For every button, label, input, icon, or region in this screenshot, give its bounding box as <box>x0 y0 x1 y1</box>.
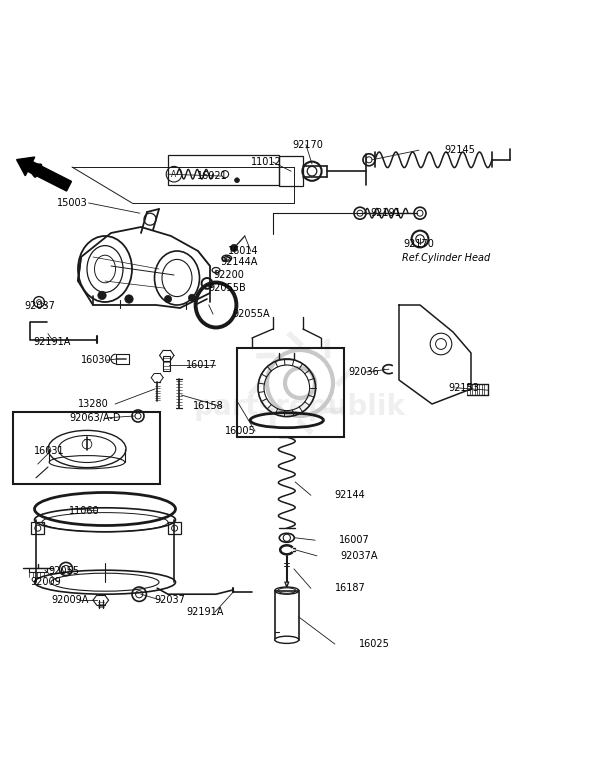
Text: A: A <box>172 170 176 179</box>
Text: 92191A: 92191A <box>186 607 223 617</box>
Bar <box>275 591 299 640</box>
Text: 92063/A-D: 92063/A-D <box>69 413 121 422</box>
Text: 16187: 16187 <box>335 584 365 593</box>
Text: 92191: 92191 <box>371 209 401 218</box>
Text: 16025: 16025 <box>359 639 389 649</box>
Circle shape <box>164 296 172 303</box>
Text: partsrepublik: partsrepublik <box>194 393 406 421</box>
Text: 16030: 16030 <box>81 356 112 365</box>
Text: 16021: 16021 <box>197 171 227 181</box>
Circle shape <box>98 291 106 300</box>
Text: 92144: 92144 <box>335 490 365 500</box>
Circle shape <box>230 244 238 251</box>
FancyArrow shape <box>17 157 71 191</box>
Text: 11012: 11012 <box>251 157 281 167</box>
Bar <box>31 522 44 534</box>
Bar <box>163 356 170 371</box>
Text: 92200: 92200 <box>213 270 244 280</box>
Text: 92009: 92009 <box>30 577 61 587</box>
Text: 11060: 11060 <box>69 506 100 516</box>
Text: 92037A: 92037A <box>340 551 378 561</box>
Text: 92055B: 92055B <box>209 283 247 293</box>
Text: 16014: 16014 <box>228 246 259 256</box>
Text: 92036: 92036 <box>348 367 379 377</box>
Text: 92055: 92055 <box>48 566 79 576</box>
Bar <box>168 155 279 185</box>
Text: 92037: 92037 <box>24 301 55 311</box>
Text: 13280: 13280 <box>78 399 109 409</box>
Text: 92145: 92145 <box>444 145 475 155</box>
Text: 92144A: 92144A <box>221 257 258 267</box>
Bar <box>13 412 160 484</box>
Text: 16158: 16158 <box>193 401 224 412</box>
Circle shape <box>188 294 196 301</box>
Ellipse shape <box>275 636 299 643</box>
Text: 16005: 16005 <box>225 426 256 436</box>
Circle shape <box>235 178 239 183</box>
Circle shape <box>125 295 133 303</box>
Text: 16031: 16031 <box>34 446 64 456</box>
Text: 92009A: 92009A <box>51 595 88 605</box>
Text: 15003: 15003 <box>57 198 88 208</box>
Text: 92153: 92153 <box>449 383 479 393</box>
Text: 92191A: 92191A <box>33 337 70 347</box>
Text: 16007: 16007 <box>339 535 370 545</box>
Text: Ref.Cylinder Head: Ref.Cylinder Head <box>402 253 490 263</box>
Text: 92037: 92037 <box>155 595 185 605</box>
Text: 92055A: 92055A <box>233 309 271 319</box>
Bar <box>279 156 303 186</box>
Text: 92170: 92170 <box>403 239 434 249</box>
Bar <box>168 522 181 534</box>
Text: 92170: 92170 <box>293 140 323 150</box>
Text: 16017: 16017 <box>186 360 217 370</box>
Bar <box>237 349 344 437</box>
